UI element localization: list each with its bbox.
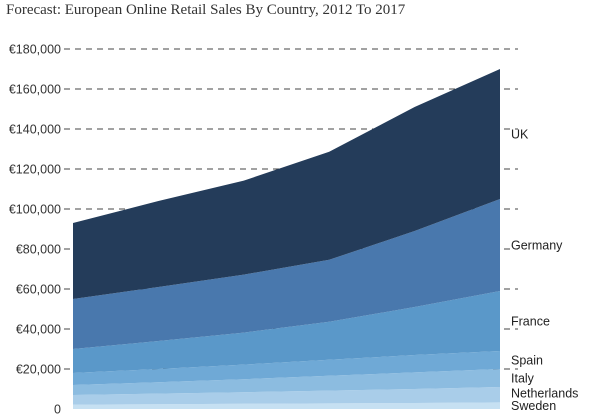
- y-axis: 0 €20,000 €40,000 €60,000 €80,000 €100,000 €12…: [9, 43, 61, 417]
- series-label: Sweden: [511, 399, 556, 413]
- area-sweden: [73, 402, 500, 409]
- y-tick-label: €80,000: [16, 243, 61, 257]
- y-tick-label: 0: [54, 403, 61, 417]
- area-netherlands: [73, 387, 500, 405]
- y-tick-label: €180,000: [9, 43, 61, 57]
- y-tick-label: €120,000: [9, 163, 61, 177]
- series-label: Germany: [511, 239, 563, 253]
- area-italy: [73, 369, 500, 395]
- series-label: France: [511, 315, 550, 329]
- chart-title: Forecast: European Online Retail Sales B…: [6, 2, 406, 18]
- y-tick-label: €140,000: [9, 123, 61, 137]
- y-tick-label: €60,000: [16, 283, 61, 297]
- area-layer: [73, 69, 500, 409]
- y-tick-label: €160,000: [9, 83, 61, 97]
- series-label: Spain: [511, 354, 543, 368]
- area-germany: [73, 199, 500, 349]
- area-spain: [73, 351, 500, 385]
- y-tick-label: €40,000: [16, 323, 61, 337]
- series-label: Italy: [511, 372, 535, 386]
- y-tick-label: €100,000: [9, 203, 61, 217]
- area-france: [73, 291, 500, 373]
- series-label: Netherlands: [511, 387, 578, 401]
- area-uk: [73, 69, 500, 299]
- series-label: UK: [511, 128, 529, 142]
- y-tick-label: €20,000: [16, 363, 61, 377]
